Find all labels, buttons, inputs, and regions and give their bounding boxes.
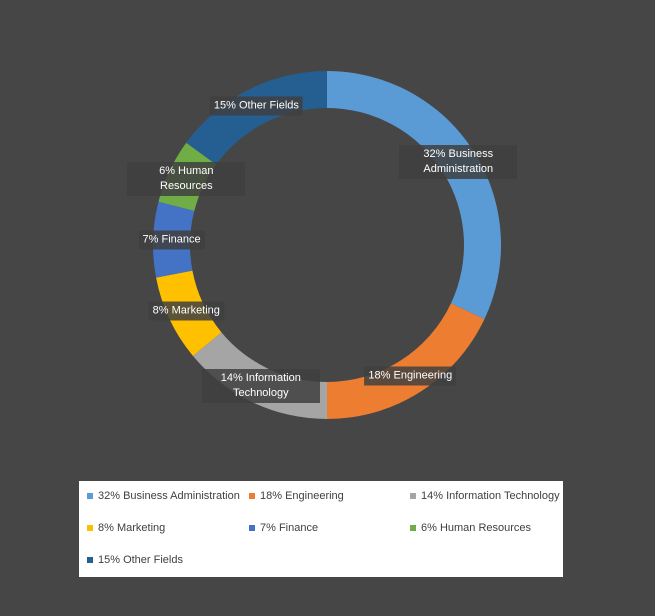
legend-item: 18% Engineering (249, 490, 344, 502)
data-label: 15% Other Fields (209, 96, 303, 116)
legend-swatch (87, 493, 93, 499)
donut-slice (327, 71, 501, 320)
legend-label: 8% Marketing (98, 522, 166, 534)
legend-item: 14% Information Technology (410, 490, 560, 502)
data-label: 14% Information Technology (201, 368, 320, 403)
legend-item: 15% Other Fields (87, 554, 183, 566)
data-label: 8% Marketing (148, 301, 224, 321)
data-label: 18% Engineering (364, 366, 457, 386)
legend-item: 32% Business Administration (87, 490, 240, 502)
legend-swatch (249, 525, 255, 531)
legend-label: 15% Other Fields (98, 554, 183, 566)
legend-swatch (410, 493, 416, 499)
legend-item: 6% Human Resources (410, 522, 531, 534)
data-label: 32% Business Administration (399, 144, 518, 179)
chart (153, 71, 501, 419)
donut-slice (186, 71, 327, 165)
legend-item: 7% Finance (249, 522, 318, 534)
legend-swatch (87, 525, 93, 531)
data-label: 6% Human Resources (127, 161, 246, 196)
legend-label: 14% Information Technology (421, 490, 560, 502)
donut-slice (327, 303, 485, 419)
legend-swatch (249, 493, 255, 499)
legend-label: 6% Human Resources (421, 522, 532, 534)
legend: 32% Business Administration 18% Engineeri… (79, 481, 563, 577)
data-label: 7% Finance (138, 230, 205, 250)
legend-label: 18% Engineering (260, 490, 344, 502)
legend-swatch (410, 525, 416, 531)
legend-item: 8% Marketing (87, 522, 165, 534)
legend-label: 7% Finance (260, 522, 319, 534)
legend-label: 32% Business Administration (98, 490, 240, 502)
legend-swatch (87, 557, 93, 563)
